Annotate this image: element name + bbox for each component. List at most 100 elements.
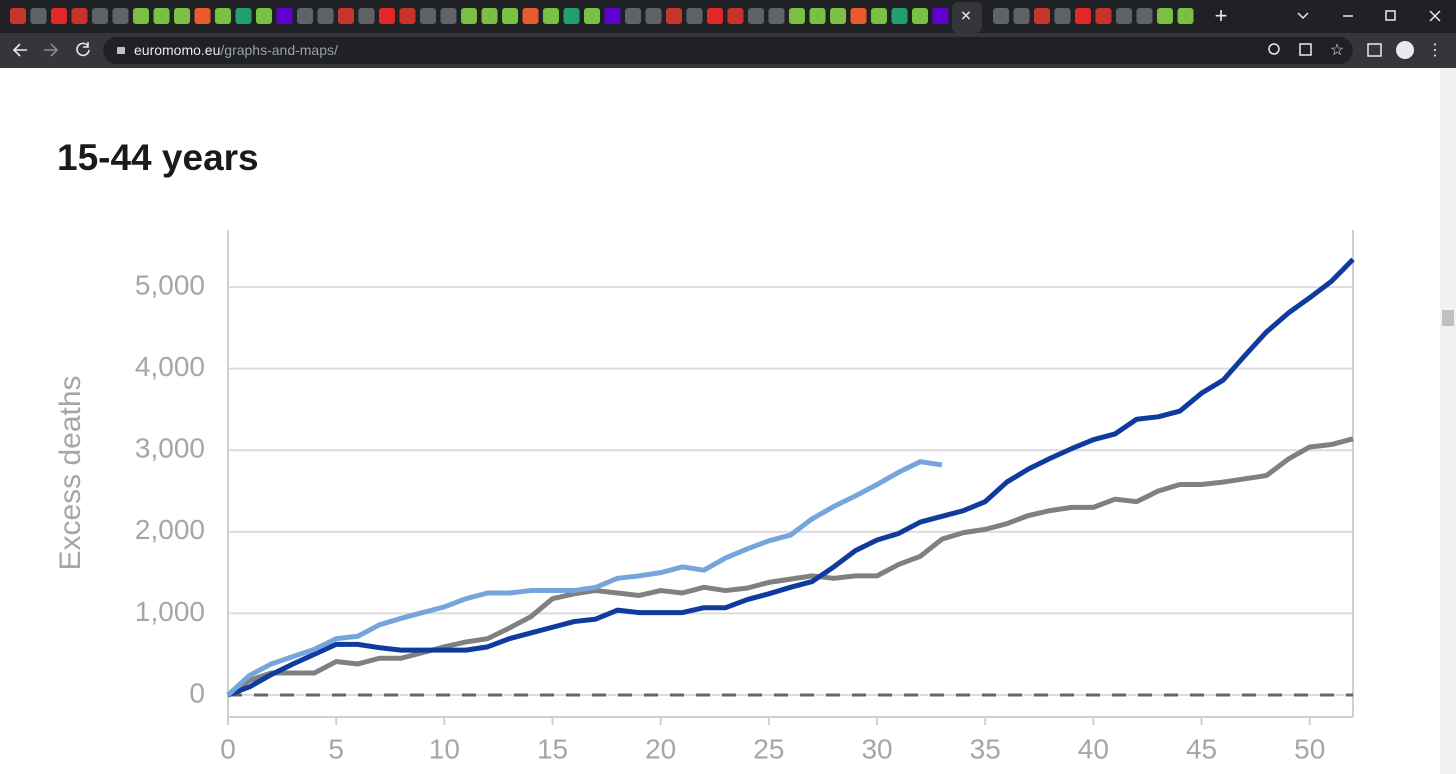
y-tick-label: 5,000 <box>135 269 205 300</box>
tab-favicon[interactable] <box>317 8 334 24</box>
back[interactable] <box>12 43 27 57</box>
series-line <box>226 436 1354 698</box>
tab-favicon[interactable] <box>1075 8 1091 24</box>
chart-title: 15-44 years <box>57 137 259 178</box>
tab-favicon[interactable] <box>1013 8 1030 24</box>
tab-favicon[interactable] <box>871 8 887 24</box>
toolbar-icons: ☆ ⋮ <box>1268 41 1443 59</box>
tab-favicon[interactable] <box>112 8 129 24</box>
y-tick-label: 2,000 <box>135 514 205 545</box>
y-axis-label: Excess deaths <box>54 375 87 570</box>
omnibox[interactable] <box>103 37 1353 64</box>
restore[interactable] <box>1385 10 1396 21</box>
tab-favicon[interactable] <box>748 8 764 24</box>
tab-favicon[interactable] <box>932 8 949 24</box>
nav-buttons <box>12 42 90 57</box>
tab-favicon[interactable] <box>276 8 293 24</box>
active-tab[interactable] <box>952 2 982 33</box>
lock-icon[interactable] <box>117 47 125 54</box>
tab-favicon[interactable] <box>10 8 26 24</box>
tab-favicon[interactable] <box>666 8 682 24</box>
x-tick-label: 15 <box>537 733 568 764</box>
tab-favicon[interactable] <box>604 8 621 24</box>
series-line <box>226 459 943 697</box>
x-tick-label: 5 <box>328 733 344 764</box>
tab-search[interactable] <box>1297 12 1309 20</box>
profile[interactable] <box>1396 41 1414 59</box>
tab-favicon[interactable] <box>92 8 108 24</box>
x-tick-label: 35 <box>970 733 1001 764</box>
tab-favicon[interactable] <box>645 8 662 24</box>
tab-favicon[interactable] <box>768 8 785 24</box>
new-tab[interactable]: + <box>1215 3 1228 28</box>
reload[interactable] <box>76 42 90 57</box>
close-tab[interactable]: ✕ <box>960 8 972 24</box>
tab-favicon[interactable] <box>399 8 416 24</box>
tab-favicon[interactable] <box>256 8 272 24</box>
tab-favicon[interactable] <box>440 8 457 24</box>
tab-favicon[interactable] <box>133 8 149 24</box>
tab-favicon[interactable] <box>1034 8 1050 24</box>
tab-favicon[interactable] <box>686 8 703 24</box>
share[interactable] <box>1299 43 1312 56</box>
tab-favicon[interactable] <box>707 8 723 24</box>
x-tick-label: 45 <box>1186 733 1217 764</box>
scrollbar[interactable] <box>1440 68 1456 774</box>
tab-favicon[interactable] <box>727 8 744 24</box>
y-tick-label: 3,000 <box>135 433 205 464</box>
tab-favicon[interactable] <box>235 8 252 24</box>
url[interactable]: euromomo.eu/graphs-and-maps/ <box>134 42 338 58</box>
tab-favicon[interactable] <box>625 8 641 24</box>
x-tick-label: 10 <box>429 733 460 764</box>
tab-favicon[interactable] <box>194 8 211 24</box>
tab-favicon[interactable] <box>153 8 170 24</box>
scroll-thumb[interactable] <box>1442 310 1454 326</box>
tab-favicon[interactable] <box>1054 8 1071 24</box>
tab-favicon[interactable] <box>993 8 1009 24</box>
tab-favicon[interactable] <box>1177 8 1194 24</box>
menu[interactable]: ⋮ <box>1427 42 1443 59</box>
tab-favicon[interactable] <box>850 8 867 24</box>
tab-favicon[interactable] <box>891 8 908 24</box>
tab-favicon[interactable] <box>51 8 67 24</box>
x-tick-label: 30 <box>861 733 892 764</box>
tab-favicon[interactable] <box>297 8 313 24</box>
tab-favicon[interactable] <box>912 8 928 24</box>
tab-favicon[interactable] <box>1136 8 1153 24</box>
tab-favicon[interactable] <box>481 8 498 24</box>
tab-favicon[interactable] <box>174 8 190 24</box>
tab-favicon[interactable] <box>71 8 88 24</box>
tab-favicon[interactable] <box>1095 8 1112 24</box>
tab-favicon[interactable] <box>502 8 518 24</box>
side-panel[interactable] <box>1367 43 1382 57</box>
close-window[interactable] <box>1429 10 1441 22</box>
url-path: /graphs-and-maps/ <box>220 42 338 58</box>
tab-favicon[interactable] <box>461 8 477 24</box>
tab-favicon[interactable] <box>789 8 805 24</box>
y-tick-label: 1,000 <box>135 596 205 627</box>
plot: 0 1,000 2,000 3,000 4,000 5,000 0 5 10 15 20 25 30 35… <box>135 230 1355 764</box>
y-tick-label: 4,000 <box>135 351 205 382</box>
tab-favicon[interactable] <box>30 8 47 24</box>
tab-favicon[interactable] <box>420 8 436 24</box>
tab-favicon[interactable] <box>338 8 354 24</box>
tab-favicon[interactable] <box>379 8 395 24</box>
forward[interactable] <box>44 43 59 57</box>
tab-favicon[interactable] <box>1157 8 1173 24</box>
tab-favicon[interactable] <box>358 8 375 24</box>
tab-favicon[interactable] <box>522 8 539 24</box>
tab-favicon[interactable] <box>215 8 231 24</box>
tab-favicon[interactable] <box>809 8 826 24</box>
tab-favicon[interactable] <box>563 8 580 24</box>
tab-favicon[interactable] <box>1116 8 1132 24</box>
x-tick-label: 50 <box>1294 733 1325 764</box>
tab-favicon[interactable] <box>584 8 600 24</box>
zoom[interactable] <box>1268 43 1280 55</box>
window-controls <box>1297 10 1441 22</box>
bookmark[interactable]: ☆ <box>1330 42 1344 59</box>
tab-favicon[interactable] <box>830 8 846 24</box>
x-tick-label: 0 <box>220 733 236 764</box>
tab-favicon[interactable] <box>543 8 559 24</box>
